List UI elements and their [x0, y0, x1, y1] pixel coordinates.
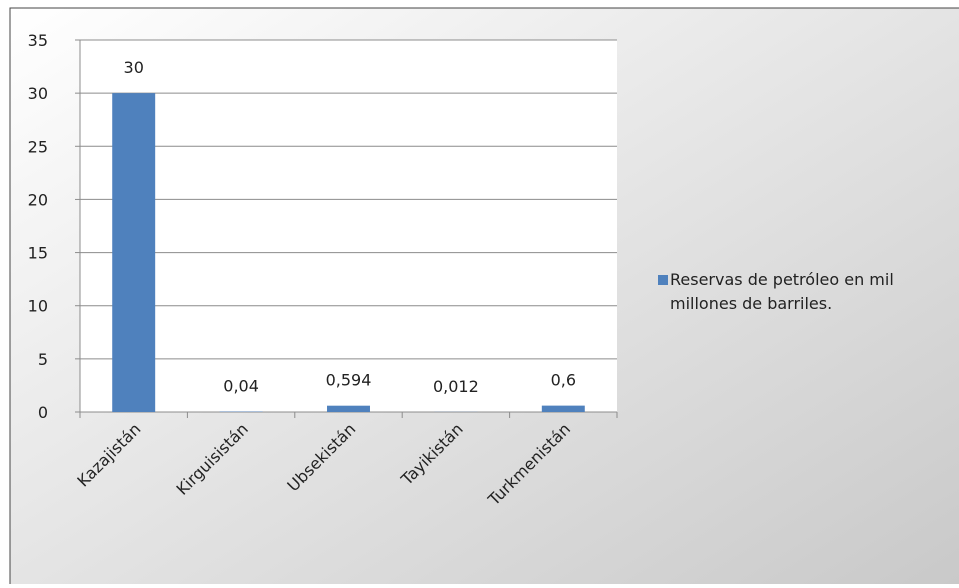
data-label: 30: [124, 58, 144, 77]
bar: [542, 406, 585, 412]
legend-label: Reservas de petróleo en mil millones de …: [670, 268, 955, 316]
data-label: 0,012: [433, 377, 479, 396]
y-tick-label: 5: [38, 350, 48, 369]
y-tick-label: 0: [38, 403, 48, 422]
y-tick-label: 15: [28, 244, 48, 263]
y-tick-label: 35: [28, 31, 48, 50]
data-label: 0,594: [326, 371, 372, 390]
data-label: 0,04: [223, 377, 259, 396]
y-tick-label: 30: [28, 84, 48, 103]
y-tick-label: 20: [28, 190, 48, 209]
plot-area: [80, 40, 617, 412]
bar: [112, 93, 155, 412]
y-tick-label: 25: [28, 137, 48, 156]
data-label: 0,6: [551, 371, 576, 390]
y-tick-label: 10: [28, 297, 48, 316]
bar: [327, 406, 370, 412]
legend-key: [658, 275, 668, 285]
